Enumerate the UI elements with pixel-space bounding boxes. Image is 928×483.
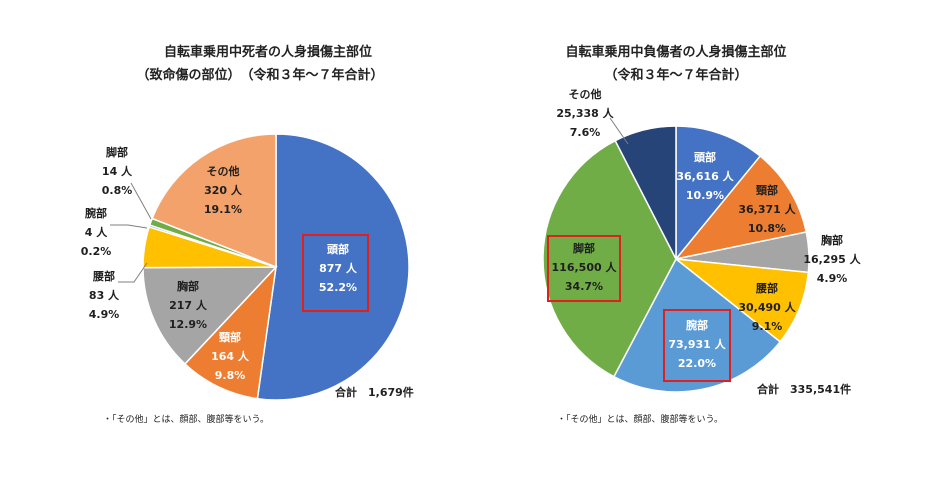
left-title: 自転車乗用中死者の人身損傷主部位 bbox=[164, 44, 372, 60]
left-total: 合計 1,679件 bbox=[335, 385, 414, 399]
left-pie-label-name-2: 胸部 bbox=[177, 279, 199, 293]
right-pie-label-pct-5: 34.7% bbox=[565, 280, 603, 293]
right-pie-label-count-4: 73,931 人 bbox=[668, 337, 726, 351]
left-pie-label-pct-5: 0.8% bbox=[102, 184, 133, 197]
right-pie-label-pct-1: 10.8% bbox=[748, 222, 786, 235]
right-pie-label-pct-4: 22.0% bbox=[678, 357, 716, 370]
left-pie-label-count-6: 320 人 bbox=[204, 183, 243, 197]
right-pie-label-name-4: 腕部 bbox=[686, 318, 708, 332]
left-pie-label-pct-1: 9.8% bbox=[215, 369, 246, 382]
left-pie-label-count-4: 4 人 bbox=[85, 225, 108, 239]
left-subtitle: （致命傷の部位） （令和３年～７年合計） bbox=[136, 67, 383, 83]
right-pie-slice-1 bbox=[674, 155, 808, 261]
left-pie-leader-line-4 bbox=[110, 224, 148, 229]
right-pie-leader-line-6 bbox=[609, 117, 629, 145]
right-pie-label-name-0: 頭部 bbox=[694, 150, 716, 164]
right-pie-label-name-2: 胸部 bbox=[821, 233, 843, 247]
right-pie-label-name-5: 脚部 bbox=[573, 241, 595, 255]
right-pie-label-name-1: 頸部 bbox=[756, 183, 778, 197]
left-pie-label-count-2: 217 人 bbox=[169, 298, 208, 312]
right-pie-highlight-box-4 bbox=[663, 309, 731, 382]
right-title: 自転車乗用中負傷者の人身損傷主部位 bbox=[565, 44, 786, 60]
left-pie-slice-2 bbox=[142, 266, 278, 366]
left-pie-slice-1 bbox=[183, 264, 278, 400]
left-note: ・「その他」とは、顔部、腹部等をいう。 bbox=[103, 413, 269, 425]
right-pie-label-name-6: その他 bbox=[569, 87, 602, 101]
left-pie-leader-line-3 bbox=[118, 262, 148, 283]
right-pie-slice-5 bbox=[542, 139, 677, 378]
left-pie-label-name-6: その他 bbox=[207, 164, 240, 178]
right-pie-label-count-2: 16,295 人 bbox=[803, 252, 861, 266]
right-pie-label-pct-2: 4.9% bbox=[817, 272, 848, 285]
right-pie-label-count-3: 30,490 人 bbox=[738, 300, 796, 314]
right-pie-label-pct-0: 10.9% bbox=[686, 189, 724, 202]
right-pie-label-count-1: 36,371 人 bbox=[738, 202, 796, 216]
left-pie-label-name-3: 腰部 bbox=[92, 269, 115, 283]
left-pie-label-pct-4: 0.2% bbox=[81, 245, 112, 258]
left-pie-label-name-0: 頭部 bbox=[327, 242, 349, 256]
right-pie-slice-6 bbox=[614, 125, 677, 260]
left-pie-label-pct-6: 19.1% bbox=[204, 203, 242, 216]
right-total: 合計 335,541件 bbox=[757, 382, 851, 396]
right-subtitle: （令和３年～７年合計） bbox=[604, 67, 747, 83]
left-pie-highlight-box-0 bbox=[302, 234, 369, 312]
left-pie-slice-6 bbox=[151, 133, 277, 269]
left-pie-label-pct-3: 4.9% bbox=[89, 308, 120, 321]
right-pie-highlight-box-5 bbox=[547, 235, 621, 302]
left-pie-label-count-5: 14 人 bbox=[102, 164, 133, 178]
left-pie-leader-line-5 bbox=[130, 182, 152, 220]
left-pie-label-pct-2: 12.9% bbox=[169, 318, 207, 331]
right-pie-slice-0 bbox=[675, 125, 762, 262]
right-pie-label-name-3: 腰部 bbox=[755, 281, 778, 295]
right-pie-label-pct-6: 7.6% bbox=[570, 126, 601, 139]
right-pie-label-count-6: 25,338 人 bbox=[556, 106, 614, 120]
right-pie-label-pct-3: 9.1% bbox=[752, 320, 783, 333]
right-pie-label-count-0: 36,616 人 bbox=[676, 169, 734, 183]
left-pie-label-name-1: 頸部 bbox=[219, 330, 241, 344]
left-pie-label-name-5: 脚部 bbox=[106, 145, 128, 159]
left-pie-label-name-4: 腕部 bbox=[85, 206, 107, 220]
right-pie-slice-4 bbox=[612, 257, 782, 393]
left-pie-label-pct-0: 52.2% bbox=[319, 281, 357, 294]
left-pie-label-count-1: 164 人 bbox=[211, 349, 250, 363]
left-pie-label-count-0: 877 人 bbox=[319, 261, 358, 275]
right-note: ・「その他」とは、顔部、腹部等をいう。 bbox=[557, 413, 723, 425]
right-pie-label-count-5: 116,500 人 bbox=[552, 260, 618, 274]
left-pie-label-count-3: 83 人 bbox=[89, 288, 120, 302]
left-pie-slice-0 bbox=[256, 133, 410, 401]
